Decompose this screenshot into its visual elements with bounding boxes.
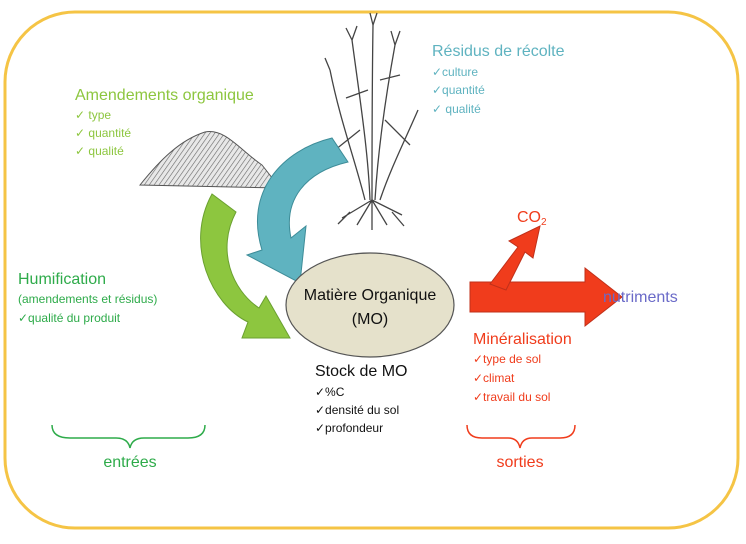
humification-item: ✓qualité du produit [18,311,121,325]
nutrients-label: nutriments [603,289,678,306]
residues-item: ✓ qualité [432,102,481,116]
stock-title: Stock de MO [315,363,407,380]
residues-title: Résidus de récolte [432,43,565,60]
center-line: Matière Organique [304,287,437,304]
humification-subtitle: (amendements et résidus) [18,292,157,306]
organic-matter-ellipse [285,252,455,358]
inputs-label: entrées [103,454,156,471]
mineralisation-item: ✓type de sol [473,352,541,366]
amendments-item: ✓ type [75,108,111,122]
humification-title: Humification [18,271,106,288]
amendments-arrow [200,193,291,339]
center-line: (MO) [352,311,388,328]
stock-item: ✓profondeur [315,421,383,435]
stock-item: ✓densité du sol [315,403,399,417]
stock-item: ✓%C [315,385,345,399]
mineralisation-item: ✓climat [473,371,515,385]
amendments-title: Amendements organique [75,87,254,104]
residues-arrow [245,137,349,284]
residues-item: ✓culture [432,65,478,79]
outputs-label: sorties [496,454,543,471]
mineralisation-title: Minéralisation [473,331,572,348]
co2-text: CO [517,209,541,226]
co2-subscript: 2 [541,217,547,228]
outputs-bracket [466,424,576,449]
crop-plant [324,12,419,230]
co2-arrow [489,225,541,291]
mineralisation-item: ✓travail du sol [473,390,550,404]
residues-item: ✓quantité [432,83,485,97]
co2-label: CO2 [517,209,547,227]
amendments-item: ✓ quantité [75,126,131,140]
inputs-bracket [51,424,206,449]
amendments-item: ✓ qualité [75,144,124,158]
